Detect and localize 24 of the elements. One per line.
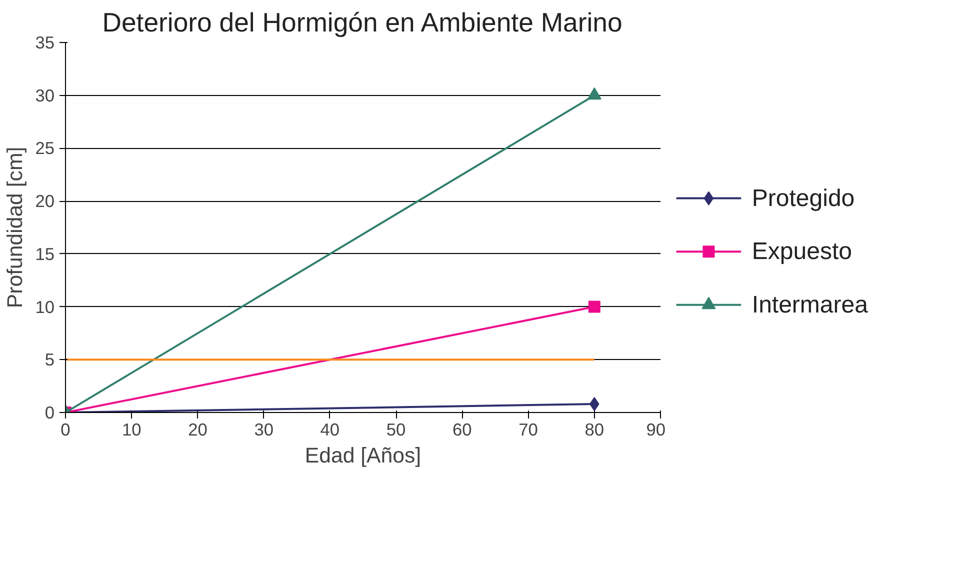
x-axis-title: Edad [Años]: [304, 444, 422, 468]
chart-title: Deterioro del Hormigón en Ambiente Marino: [102, 8, 622, 38]
y-axis-title: Profundidad [cm]: [3, 146, 28, 308]
x-tick-label: 0: [60, 420, 70, 440]
x-tick-label: 60: [452, 420, 472, 440]
y-tick-label: 20: [35, 191, 55, 212]
x-tick-label: 20: [188, 420, 208, 440]
x-tick-label: 40: [320, 420, 340, 440]
y-tick-label: 10: [35, 296, 55, 317]
x-tick-label: 30: [254, 420, 274, 440]
x-tick-label: 80: [584, 420, 604, 440]
y-tick-label: 30: [35, 85, 55, 106]
y-tick-label: 0: [44, 402, 55, 422]
legend-label: Protegido: [752, 184, 855, 212]
y-tick-label: 15: [35, 244, 55, 264]
y-tick-label: 35: [35, 32, 55, 52]
x-tick-label: 50: [386, 420, 406, 440]
y-tick-label: 25: [35, 138, 55, 158]
x-tick-label: 10: [122, 420, 142, 440]
y-tick-label: 5: [44, 350, 55, 370]
legend-label: Expuesto: [752, 238, 852, 266]
legend-label: Intermarea: [752, 291, 869, 318]
x-tick-label: 70: [518, 420, 538, 440]
x-tick-label: 90: [646, 420, 666, 440]
